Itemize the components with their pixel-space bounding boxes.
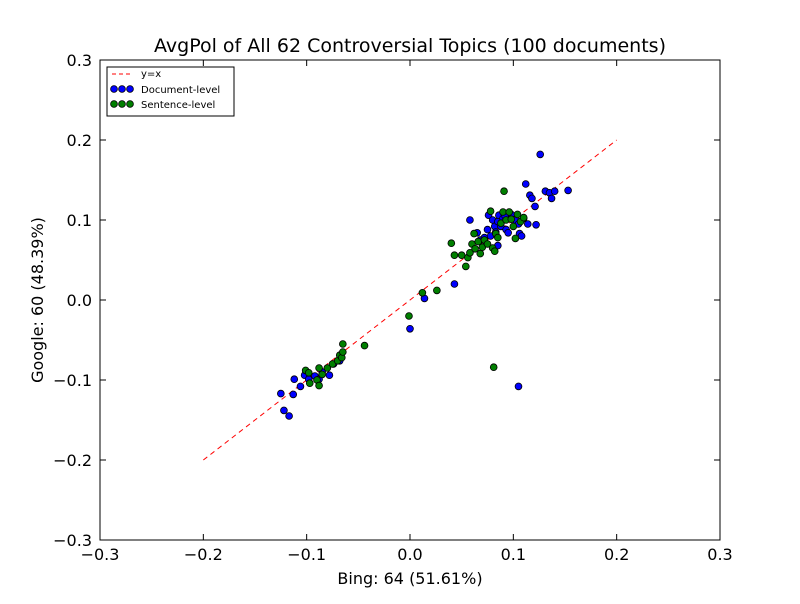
document-level-point [325,371,334,380]
legend-sentence-marker [110,100,118,108]
sentence-level-point [507,215,516,224]
y-tick-label: −0.3 [53,531,92,550]
sentence-level-point [490,247,499,256]
legend-document-swatch [110,85,134,93]
sentence-level-point [509,222,518,231]
document-level-point [280,406,288,415]
document-level-point [290,375,299,384]
sentence-level-point [360,341,369,350]
sentence-level-point [519,213,528,222]
sentence-level-point [315,364,323,372]
plot-frame [99,59,721,541]
sentence-level-point [470,229,478,238]
sentence-level-point [476,249,485,258]
sentence-level-point [486,207,495,216]
document-level-point [523,220,532,228]
y-axis-label: Google: 60 (48.39%) [28,217,47,383]
legend-document-marker [126,85,134,93]
sentence-level-point [483,240,492,248]
y-tick-label: −0.1 [53,371,92,390]
sentence-level-point [450,251,459,260]
y-tick-label: 0.1 [67,211,92,230]
document-level-point [406,324,414,333]
sentence-level-point [513,210,522,219]
document-level-point [564,186,572,195]
y-tick-label: 0.3 [67,51,92,70]
document-level-point [547,194,556,203]
document-level-point [521,180,530,188]
document-level-point [483,225,492,234]
legend-label-document: Document-level [141,85,220,96]
axis-ticks: −0.3 −0.2 −0.1 0.0 0.1 0.2 0.3 −0.3 −0.2 −0.1 0.0 0… [53,51,733,564]
sentence-level-point [418,288,427,297]
sentence-level-point [466,249,474,257]
document-level-point [450,280,459,288]
legend-document-marker [118,85,126,93]
document-level-point [277,389,285,398]
sentence-level-point [405,312,413,320]
document-level-point [504,229,512,237]
x-tick-label: 0.1 [501,545,526,564]
sentence-level-point [499,208,507,216]
sentence-level-point [511,234,520,243]
document-level-point [296,382,305,391]
document-level-point [531,202,539,211]
legend-sentence-marker [118,100,126,108]
x-tick-label: 0.3 [707,545,732,564]
document-level-point [532,221,540,229]
sentence-level-point [489,363,498,372]
sentence-level-point [305,379,314,388]
sentence-level-point [339,348,347,356]
sentence-level-point [318,370,326,379]
legend-document-marker [110,85,118,93]
document-level-point [528,194,536,203]
document-level-point [550,187,559,196]
legend-label-sentence: Sentence-level [141,100,215,111]
plot-area [203,139,617,461]
legend-sentence-marker [126,100,134,108]
x-tick-label: −0.3 [81,545,120,564]
legend-label-reference: y=x [141,69,161,80]
sentence-level-point [447,239,456,248]
document-level-point [289,390,298,399]
x-axis-label: Bing: 64 (51.61%) [337,569,482,588]
chart-title: AvgPol of All 62 Controversial Topics (1… [154,35,666,57]
document-level-point [536,150,544,159]
sentence-level-point [471,245,479,253]
sentence-level-point [304,368,313,377]
y-tick-label: 0.0 [67,291,92,310]
x-tick-label: −0.2 [184,545,223,564]
document-level-point [514,382,523,391]
legend: y=x Document-level Sentence-level [106,66,235,117]
sentence-level-point [505,208,514,216]
sentence-level-point [457,251,466,260]
x-tick-label: 0.0 [397,545,422,564]
document-level-point [466,216,474,224]
y-tick-label: −0.2 [53,451,92,470]
sentence-level-point [315,381,323,390]
sentence-level-point [433,286,441,295]
document-level-point [517,232,526,240]
legend-sentence-swatch [110,100,134,108]
sentence-level-point [500,187,508,196]
sentence-level-point [323,364,332,372]
sentence-level-point [339,340,347,348]
document-level-point [285,412,293,420]
y-tick-label: 0.2 [67,131,92,150]
x-tick-label: 0.2 [604,545,629,564]
x-tick-label: −0.1 [287,545,326,564]
sentence-level-point [461,262,470,271]
sentence-level-point [494,233,502,242]
